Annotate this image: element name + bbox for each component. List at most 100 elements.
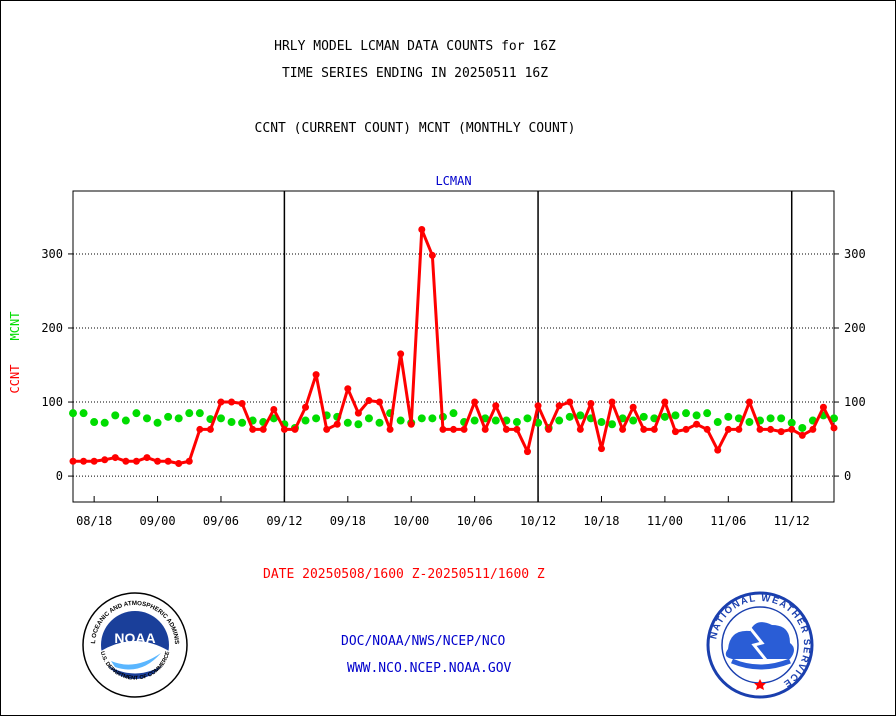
mcnt-point [90, 418, 99, 427]
ccnt-point [365, 397, 373, 405]
mcnt-point [745, 418, 754, 427]
series-ccnt [69, 226, 838, 467]
mcnt-point [703, 409, 712, 418]
mcnt-point [682, 409, 691, 418]
ccnt-point [597, 445, 605, 453]
ccnt-point [523, 448, 531, 456]
ccnt-point [407, 420, 415, 428]
mcnt-point [227, 418, 236, 427]
date-range: DATE 20250508/1600 Z-20250511/1600 Z [263, 567, 545, 582]
mcnt-point [597, 418, 606, 427]
title-line-1: HRLY MODEL LCMAN DATA COUNTS for 16Z [274, 39, 556, 54]
ccnt-point [693, 420, 701, 428]
ccnt-point [788, 425, 796, 433]
ccnt-point [196, 425, 204, 433]
ccnt-point [397, 350, 405, 358]
ccnt-point [101, 456, 109, 464]
x-tick-label: 09/12 [266, 514, 302, 528]
ccnt-point [291, 425, 299, 433]
ccnt-point [777, 428, 785, 436]
mcnt-point [69, 409, 77, 418]
mcnt-point [512, 418, 521, 427]
ccnt-point [545, 425, 553, 433]
title-line-2: TIME SERIES ENDING IN 20250511 16Z [281, 66, 549, 81]
ccnt-point [312, 371, 320, 379]
axis-layer: 0 0 100 100 200 200 300 300 08/18 09/00 09/06 09/12… [41, 190, 866, 528]
ccnt-point [830, 424, 838, 432]
ccnt-point [259, 425, 267, 433]
mcnt-point [312, 414, 321, 423]
ccnt-point [819, 403, 827, 411]
x-tick-label: 10/12 [520, 514, 556, 528]
ccnt-point [460, 425, 468, 433]
ccnt-point [661, 398, 669, 406]
x-tick-label: 11/12 [774, 514, 810, 528]
mcnt-point [354, 420, 363, 429]
ccnt-point [682, 425, 690, 433]
ccnt-point [576, 425, 584, 433]
y-axis-label-ccnt: CCNT [8, 365, 22, 394]
y-tick-label-right: 0 [844, 469, 851, 483]
grid-layer [73, 191, 834, 502]
ccnt-point [280, 425, 288, 433]
mcnt-point [121, 416, 130, 425]
x-tick-label: 11/00 [647, 514, 683, 528]
footer-org: DOC/NOAA/NWS/NCEP/NCO [341, 634, 506, 649]
ccnt-point [154, 457, 162, 465]
mcnt-point [449, 409, 458, 418]
ccnt-point [228, 398, 236, 406]
y-tick-label-right: 100 [844, 395, 866, 409]
mcnt-point [830, 414, 838, 423]
ccnt-point [502, 425, 510, 433]
ccnt-point [80, 457, 88, 465]
ccnt-point [122, 457, 130, 465]
ccnt-point [555, 402, 563, 410]
ccnt-point [323, 425, 331, 433]
y-tick-label-left: 300 [41, 247, 63, 261]
mcnt-point [111, 411, 120, 420]
mcnt-point [174, 414, 183, 423]
plot-area [72, 190, 835, 503]
ccnt-point [809, 425, 817, 433]
x-tick-label: 10/18 [583, 514, 619, 528]
nws-logo: NATIONAL WEATHER SERVICE [706, 591, 814, 699]
mcnt-point [523, 414, 532, 423]
ccnt-point [629, 403, 637, 411]
y-tick-label-right: 300 [844, 247, 866, 261]
x-tick-label: 10/06 [457, 514, 493, 528]
ccnt-point [735, 425, 743, 433]
ccnt-point [376, 398, 384, 406]
ccnt-point [450, 425, 457, 433]
mcnt-point [713, 418, 722, 427]
footer-url[interactable]: WWW.NCO.NCEP.NOAA.GOV [347, 661, 512, 676]
mcnt-point [576, 411, 585, 420]
mcnt-point [153, 418, 162, 427]
x-tick-label: 09/18 [330, 514, 366, 528]
mcnt-point [660, 412, 669, 421]
ccnt-point [439, 425, 447, 433]
mcnt-point [142, 414, 151, 423]
mcnt-point [195, 409, 204, 418]
ccnt-point [703, 425, 711, 433]
ccnt-point [418, 226, 426, 234]
mcnt-point [555, 416, 564, 425]
ccnt-point [481, 425, 489, 433]
ccnt-point [640, 425, 648, 433]
mcnt-point [777, 414, 786, 423]
series-layer [69, 226, 838, 467]
x-tick-label: 08/18 [76, 514, 112, 528]
ccnt-point [238, 400, 246, 408]
mcnt-point [396, 416, 405, 425]
mcnt-point [491, 416, 500, 425]
mcnt-point [428, 414, 437, 423]
ccnt-point [724, 425, 732, 433]
mcnt-point [565, 412, 574, 421]
ccnt-point [492, 402, 500, 410]
ccnt-point [344, 385, 352, 393]
mcnt-point [164, 412, 173, 421]
y-tick-label-left: 200 [41, 321, 63, 335]
ccnt-point [164, 457, 172, 465]
ccnt-point [270, 405, 278, 413]
